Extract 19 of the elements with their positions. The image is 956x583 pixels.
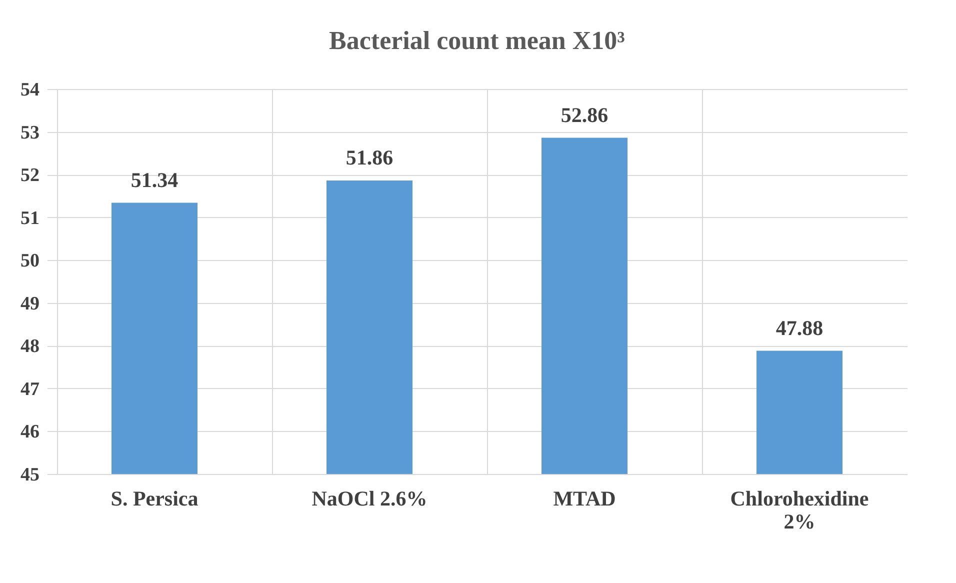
y-tick-label: 45 — [20, 464, 40, 486]
data-label: 52.86 — [560, 102, 608, 127]
y-tick-label: 53 — [20, 122, 40, 144]
y-tick-label: 50 — [20, 250, 40, 272]
y-tick-label: 54 — [20, 80, 40, 100]
y-tick-label: 51 — [20, 208, 40, 229]
x-tick-label: S. Persica — [110, 486, 199, 510]
y-tick-label: 48 — [20, 336, 40, 358]
chart-title: Bacterial count mean X10³ — [329, 26, 626, 55]
data-label: 51.86 — [346, 146, 394, 170]
x-tick-label: MTAD — [553, 486, 616, 510]
y-tick-label: 49 — [20, 293, 40, 314]
x-tick-label: Chlorohexidine 2% — [730, 486, 869, 534]
data-label: 47.88 — [776, 316, 824, 340]
y-tick-label: 46 — [20, 422, 40, 443]
data-label: 51.34 — [130, 168, 179, 192]
y-tick-label: 47 — [20, 378, 40, 400]
x-tick-label: NaOCl 2.6% — [312, 486, 428, 510]
y-tick-label: 52 — [20, 165, 40, 186]
